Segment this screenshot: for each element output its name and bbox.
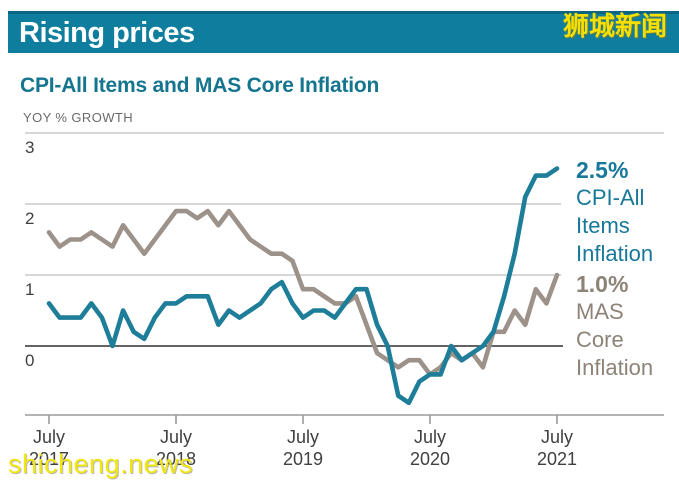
cpi-all-items-line [46, 166, 560, 406]
x-tick-year: 2019 [282, 449, 324, 469]
x-tick-month: July [159, 427, 192, 447]
core-series-label: Core [576, 327, 624, 352]
x-tick-label-2021: July 2021 [525, 426, 589, 470]
y-tick-label-0: 0 [25, 351, 35, 370]
y-tick-label-3: 3 [25, 138, 35, 157]
x-tick-year: 2018 [155, 449, 197, 469]
x-tick-label-2019: July 2019 [271, 426, 335, 470]
x-tick-year: 2017 [28, 449, 70, 469]
y-axis-label: YOY % GROWTH [23, 110, 134, 125]
cpi-series-annotation: 2.5% CPI-All Items Inflation [576, 156, 653, 268]
core-latest-value: 1.0% [576, 271, 629, 297]
header-bar: Rising prices [8, 11, 679, 53]
site-logo-badge: 狮城新闻 [562, 11, 667, 41]
core-series-label: MAS [576, 299, 624, 324]
chart-title: CPI-All Items and MAS Core Inflation [20, 74, 380, 97]
x-tick-year: 2020 [409, 449, 451, 469]
cpi-latest-value: 2.5% [576, 157, 629, 183]
x-tick-month: July [286, 427, 319, 447]
page-title: Rising prices [19, 17, 195, 49]
x-tick-year: 2021 [536, 449, 578, 469]
x-tick-month: July [32, 427, 65, 447]
x-tick-month: July [540, 427, 573, 447]
cpi-series-label: CPI-All [576, 185, 645, 210]
x-tick-label-2017: July 2017 [17, 426, 81, 470]
y-tick-label-2: 2 [25, 209, 35, 228]
x-tick-label-2020: July 2020 [398, 426, 462, 470]
y-tick-label-1: 1 [25, 280, 35, 299]
cpi-series-label: Inflation [576, 241, 654, 266]
core-series-label: Inflation [576, 355, 654, 380]
cpi-series-label: Items [576, 213, 630, 238]
x-tick-label-2018: July 2018 [144, 426, 208, 470]
core-series-annotation: 1.0% MAS Core Inflation [576, 270, 653, 382]
watermark: shicheng.news [8, 449, 194, 479]
x-tick-month: July [413, 427, 446, 447]
